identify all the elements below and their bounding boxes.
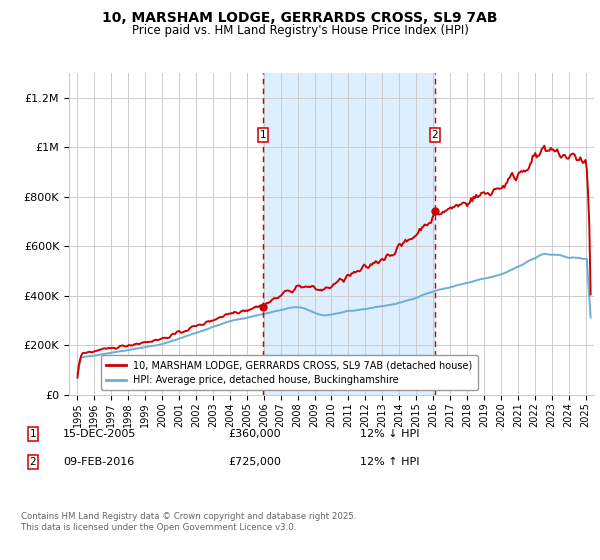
Text: 2: 2 [431,130,438,140]
Text: 2: 2 [29,457,37,467]
Text: 1: 1 [29,429,37,439]
Legend: 10, MARSHAM LODGE, GERRARDS CROSS, SL9 7AB (detached house), HPI: Average price,: 10, MARSHAM LODGE, GERRARDS CROSS, SL9 7… [101,356,478,390]
Text: 15-DEC-2005: 15-DEC-2005 [63,429,136,439]
Text: £725,000: £725,000 [228,457,281,467]
Text: 1: 1 [260,130,266,140]
Text: 12% ↓ HPI: 12% ↓ HPI [360,429,419,439]
Text: 12% ↑ HPI: 12% ↑ HPI [360,457,419,467]
Text: 10, MARSHAM LODGE, GERRARDS CROSS, SL9 7AB: 10, MARSHAM LODGE, GERRARDS CROSS, SL9 7… [102,11,498,25]
Text: Contains HM Land Registry data © Crown copyright and database right 2025.
This d: Contains HM Land Registry data © Crown c… [21,512,356,532]
Text: Price paid vs. HM Land Registry's House Price Index (HPI): Price paid vs. HM Land Registry's House … [131,24,469,36]
Text: 09-FEB-2016: 09-FEB-2016 [63,457,134,467]
Bar [263,73,435,395]
Text: £360,000: £360,000 [228,429,281,439]
